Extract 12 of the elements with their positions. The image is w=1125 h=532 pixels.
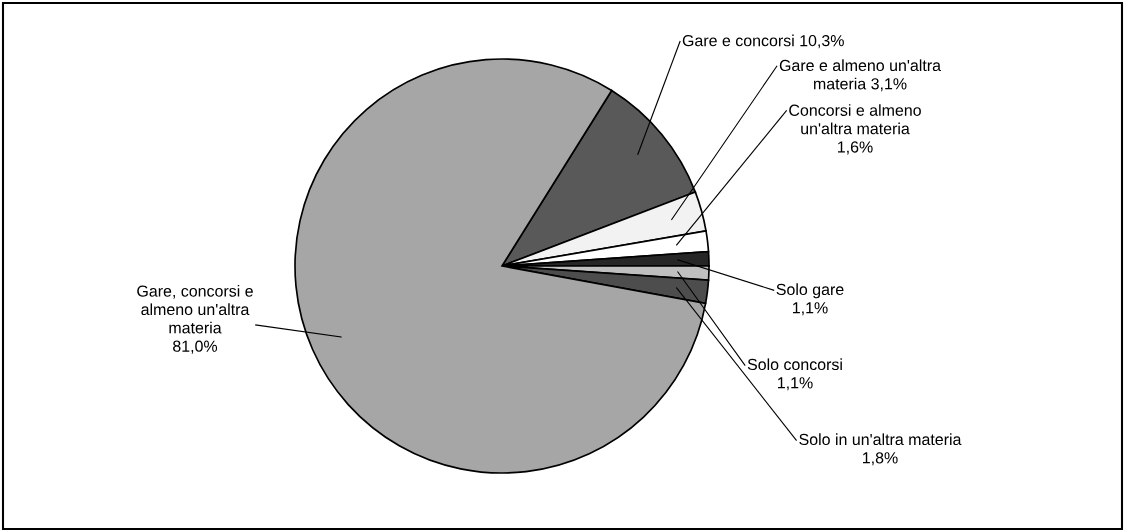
data-label: 1,1% <box>778 377 813 391</box>
slice-label: Solo in un'altra materia <box>799 433 962 446</box>
data-label: 81,0% <box>173 340 218 354</box>
data-label: 1,8% <box>863 452 898 466</box>
data-label: 1,6% <box>838 141 873 155</box>
slice-label: Gare, concorsi e almeno un'altra materia <box>137 285 253 334</box>
data-label: 1,1% <box>793 302 828 316</box>
slice-label: Gare e concorsi 10,3% <box>682 34 844 49</box>
slice-label: Concorsi e almeno un'altra materia <box>789 104 921 135</box>
slice-label: Solo gare <box>776 283 844 299</box>
slice-label: Solo concorsi <box>747 358 842 371</box>
slice-label: Gare e almeno un'altra materia 3,1% <box>779 59 941 92</box>
